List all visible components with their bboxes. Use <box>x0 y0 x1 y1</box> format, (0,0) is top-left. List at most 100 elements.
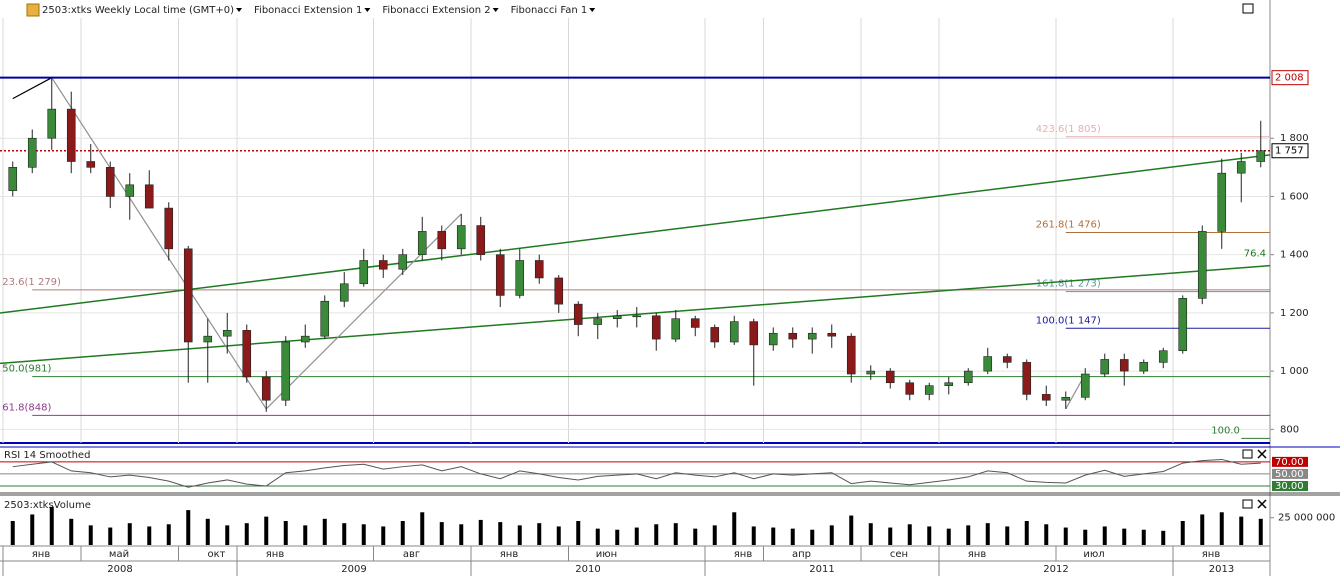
candle-body <box>612 315 622 320</box>
fib-label: 261.8(1 476) <box>1036 220 1101 231</box>
volume-bar <box>537 523 542 545</box>
candle-body <box>534 260 544 279</box>
price-label: 1 757 <box>1275 146 1304 157</box>
volume-bar <box>303 525 308 545</box>
candle-body <box>651 315 661 340</box>
volume-bar <box>10 521 15 545</box>
candle-body <box>27 137 37 168</box>
candle-body <box>1217 172 1227 232</box>
volume-bar <box>595 528 600 545</box>
y-tick-label: 1 800 <box>1280 133 1309 144</box>
volume-bar <box>1102 526 1107 545</box>
candle-body <box>1197 231 1207 299</box>
volume-bar <box>1024 521 1029 545</box>
fan-label: 76.4 <box>1244 249 1266 260</box>
year-label: 2010 <box>575 564 600 575</box>
panel-title: 2503:xtksVolume <box>4 500 91 511</box>
dropdown-arrow <box>236 8 243 12</box>
y-tick-label: 1 600 <box>1280 191 1309 202</box>
volume-bar <box>498 522 503 545</box>
candle-body <box>710 327 720 343</box>
volume-bar <box>225 525 230 545</box>
candle-body <box>359 260 369 285</box>
candle-body <box>242 330 252 378</box>
candle-body <box>66 108 76 162</box>
volume-bar <box>205 518 210 545</box>
candle-body <box>476 225 486 255</box>
candle-body <box>86 161 96 168</box>
fib-label: 23.6(1 279) <box>2 277 61 288</box>
volume-bar <box>1258 518 1263 545</box>
candle-body <box>1178 298 1188 352</box>
maximize-icon[interactable] <box>1242 3 1254 14</box>
candle-body <box>320 300 330 337</box>
fib-label: 61.8(848) <box>2 402 51 413</box>
menu-item: Fibonacci Fan 1 <box>511 5 588 16</box>
volume-bar <box>1044 524 1049 545</box>
dropdown-arrow <box>364 8 371 12</box>
volume-bar <box>1063 527 1068 545</box>
month-label: окт <box>208 549 226 560</box>
volume-bar <box>459 524 464 545</box>
volume-bar <box>985 523 990 545</box>
candle-body <box>1236 161 1246 174</box>
month-label: янв <box>500 549 519 560</box>
candle-body <box>846 335 856 375</box>
month-label: янв <box>266 549 285 560</box>
candle-body <box>417 231 427 255</box>
month-label: май <box>109 549 129 560</box>
panel-maximize[interactable] <box>1242 499 1253 509</box>
candle-body <box>1139 362 1149 372</box>
volume-bar <box>868 523 873 545</box>
volume-bar <box>576 521 581 545</box>
candle-body <box>1061 396 1071 401</box>
y-tick-label: 800 <box>1280 424 1299 435</box>
candle-body <box>398 254 408 270</box>
price-box <box>1271 70 1309 86</box>
volume-bar <box>1219 512 1224 545</box>
candle-body <box>573 303 583 325</box>
volume-bar <box>1180 521 1185 545</box>
menu-item: Fibonacci Extension 2 <box>382 5 490 16</box>
panel-close[interactable] <box>1257 449 1267 459</box>
year-label: 2011 <box>809 564 834 575</box>
volume-bar <box>439 522 444 545</box>
trendline <box>12 77 53 100</box>
menu-item: 2503:xtks Weekly Local time (GMT+0) <box>42 5 234 16</box>
level-box <box>1272 480 1308 491</box>
volume-bar <box>732 512 737 545</box>
level-box <box>1272 468 1308 479</box>
volume-bar <box>966 525 971 545</box>
volume-bar <box>927 526 932 545</box>
volume-bar <box>244 523 249 545</box>
candle-body <box>1158 350 1168 363</box>
candle-body <box>47 108 57 139</box>
month-label: янв <box>32 549 51 560</box>
year-label: 2013 <box>1209 564 1234 575</box>
candle-body <box>671 318 681 340</box>
volume-bar <box>342 523 347 545</box>
volume-bar <box>556 526 561 545</box>
candle-body <box>495 254 505 296</box>
volume-bar <box>673 523 678 545</box>
candle-body <box>924 385 934 395</box>
month-label: апр <box>792 549 811 560</box>
candle-body <box>164 207 174 250</box>
volume-bar <box>615 529 620 545</box>
candle-body <box>690 318 700 328</box>
volume-bar <box>1005 526 1010 545</box>
candle-body <box>339 283 349 302</box>
candle-body <box>788 332 798 340</box>
volume-bar <box>693 528 698 545</box>
fib-label: 161.8(1 273) <box>1036 279 1101 290</box>
y-tick-label: 25 000 000 <box>1278 513 1335 524</box>
candle-body <box>554 277 564 305</box>
volume-bar <box>712 525 717 545</box>
year-label: 2008 <box>107 564 132 575</box>
panel-maximize[interactable] <box>1242 449 1253 459</box>
volume-bar <box>1239 516 1244 545</box>
volume-bar <box>147 526 152 545</box>
volume-bar <box>186 510 191 545</box>
panel-close[interactable] <box>1257 499 1267 509</box>
